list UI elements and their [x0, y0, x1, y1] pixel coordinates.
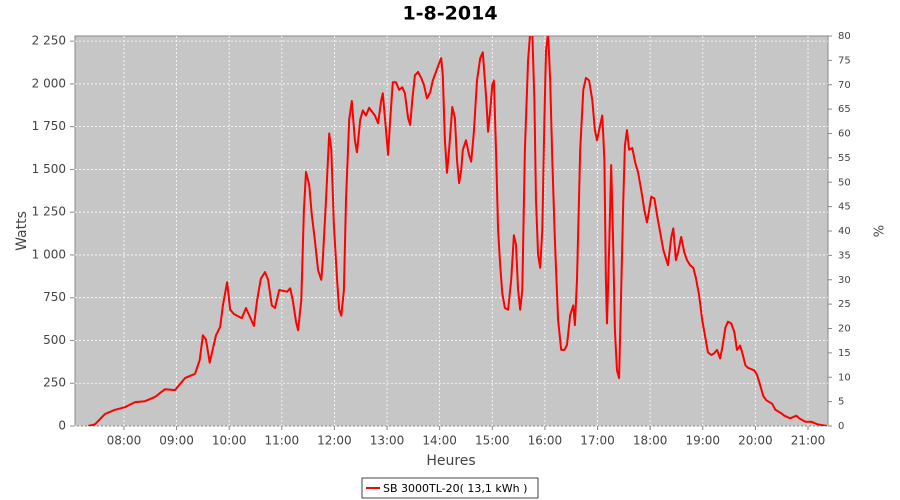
- y-tick-label: 1 500: [32, 162, 66, 176]
- y-tick-label: 2 250: [32, 34, 66, 48]
- x-tick-label: 11:00: [265, 434, 300, 448]
- x-tick-label: 15:00: [475, 434, 510, 448]
- y2-tick-label: 70: [838, 80, 851, 91]
- y2-tick-label: 50: [838, 177, 851, 188]
- series-line: [87, 36, 828, 426]
- y-tick-label: 1 250: [32, 205, 66, 219]
- y-tick-label: 0: [58, 419, 66, 433]
- y-axis-label: Watts: [14, 211, 30, 251]
- y-tick-label: 1 750: [32, 119, 66, 133]
- x-tick-label: 19:00: [685, 434, 720, 448]
- y-tick-label: 1 000: [32, 247, 66, 261]
- y2-tick-label: 40: [838, 226, 851, 237]
- x-tick-label: 16:00: [528, 434, 563, 448]
- y2-axis-label: %: [873, 225, 888, 237]
- x-tick-label: 12:00: [317, 434, 352, 448]
- x-tick-label: 18:00: [633, 434, 668, 448]
- y2-tick-label: 20: [838, 324, 851, 335]
- x-tick-label: 20:00: [738, 434, 773, 448]
- chart-title: 1-8-2014: [402, 3, 497, 25]
- y2-tick-label: 25: [838, 299, 851, 310]
- y2-tick-label: 75: [838, 55, 851, 66]
- legend: [361, 477, 539, 499]
- y2-tick-label: 55: [838, 153, 851, 164]
- y2-tick-label: 80: [838, 31, 851, 42]
- y-tick-label: 250: [43, 376, 66, 390]
- y2-tick-label: 45: [838, 202, 851, 213]
- x-tick-label: 10:00: [212, 434, 247, 448]
- x-tick-label: 08:00: [107, 434, 142, 448]
- plot-area: [74, 35, 829, 427]
- y-tick-label: 500: [43, 333, 66, 347]
- y2-tick-label: 15: [838, 348, 851, 359]
- y2-tick-label: 5: [838, 397, 844, 408]
- legend-label: SB 3000TL-20( 13,1 kWh ): [383, 482, 527, 495]
- x-tick-label: 09:00: [159, 434, 194, 448]
- y-tick-label: 750: [43, 290, 66, 304]
- y-tick-label: 2 000: [32, 76, 66, 90]
- x-tick-label: 21:00: [791, 434, 826, 448]
- y2-tick-label: 10: [838, 372, 851, 383]
- y2-tick-label: 0: [838, 421, 844, 432]
- x-axis-label: Heures: [426, 453, 475, 469]
- x-tick-label: 17:00: [580, 434, 615, 448]
- series-layer: [87, 36, 828, 426]
- y2-tick-label: 35: [838, 250, 851, 261]
- y2-tick-label: 60: [838, 129, 851, 140]
- y2-tick-label: 30: [838, 275, 851, 286]
- x-tick-label: 13:00: [370, 434, 405, 448]
- y2-tick-label: 65: [838, 104, 851, 115]
- x-tick-label: 14:00: [422, 434, 457, 448]
